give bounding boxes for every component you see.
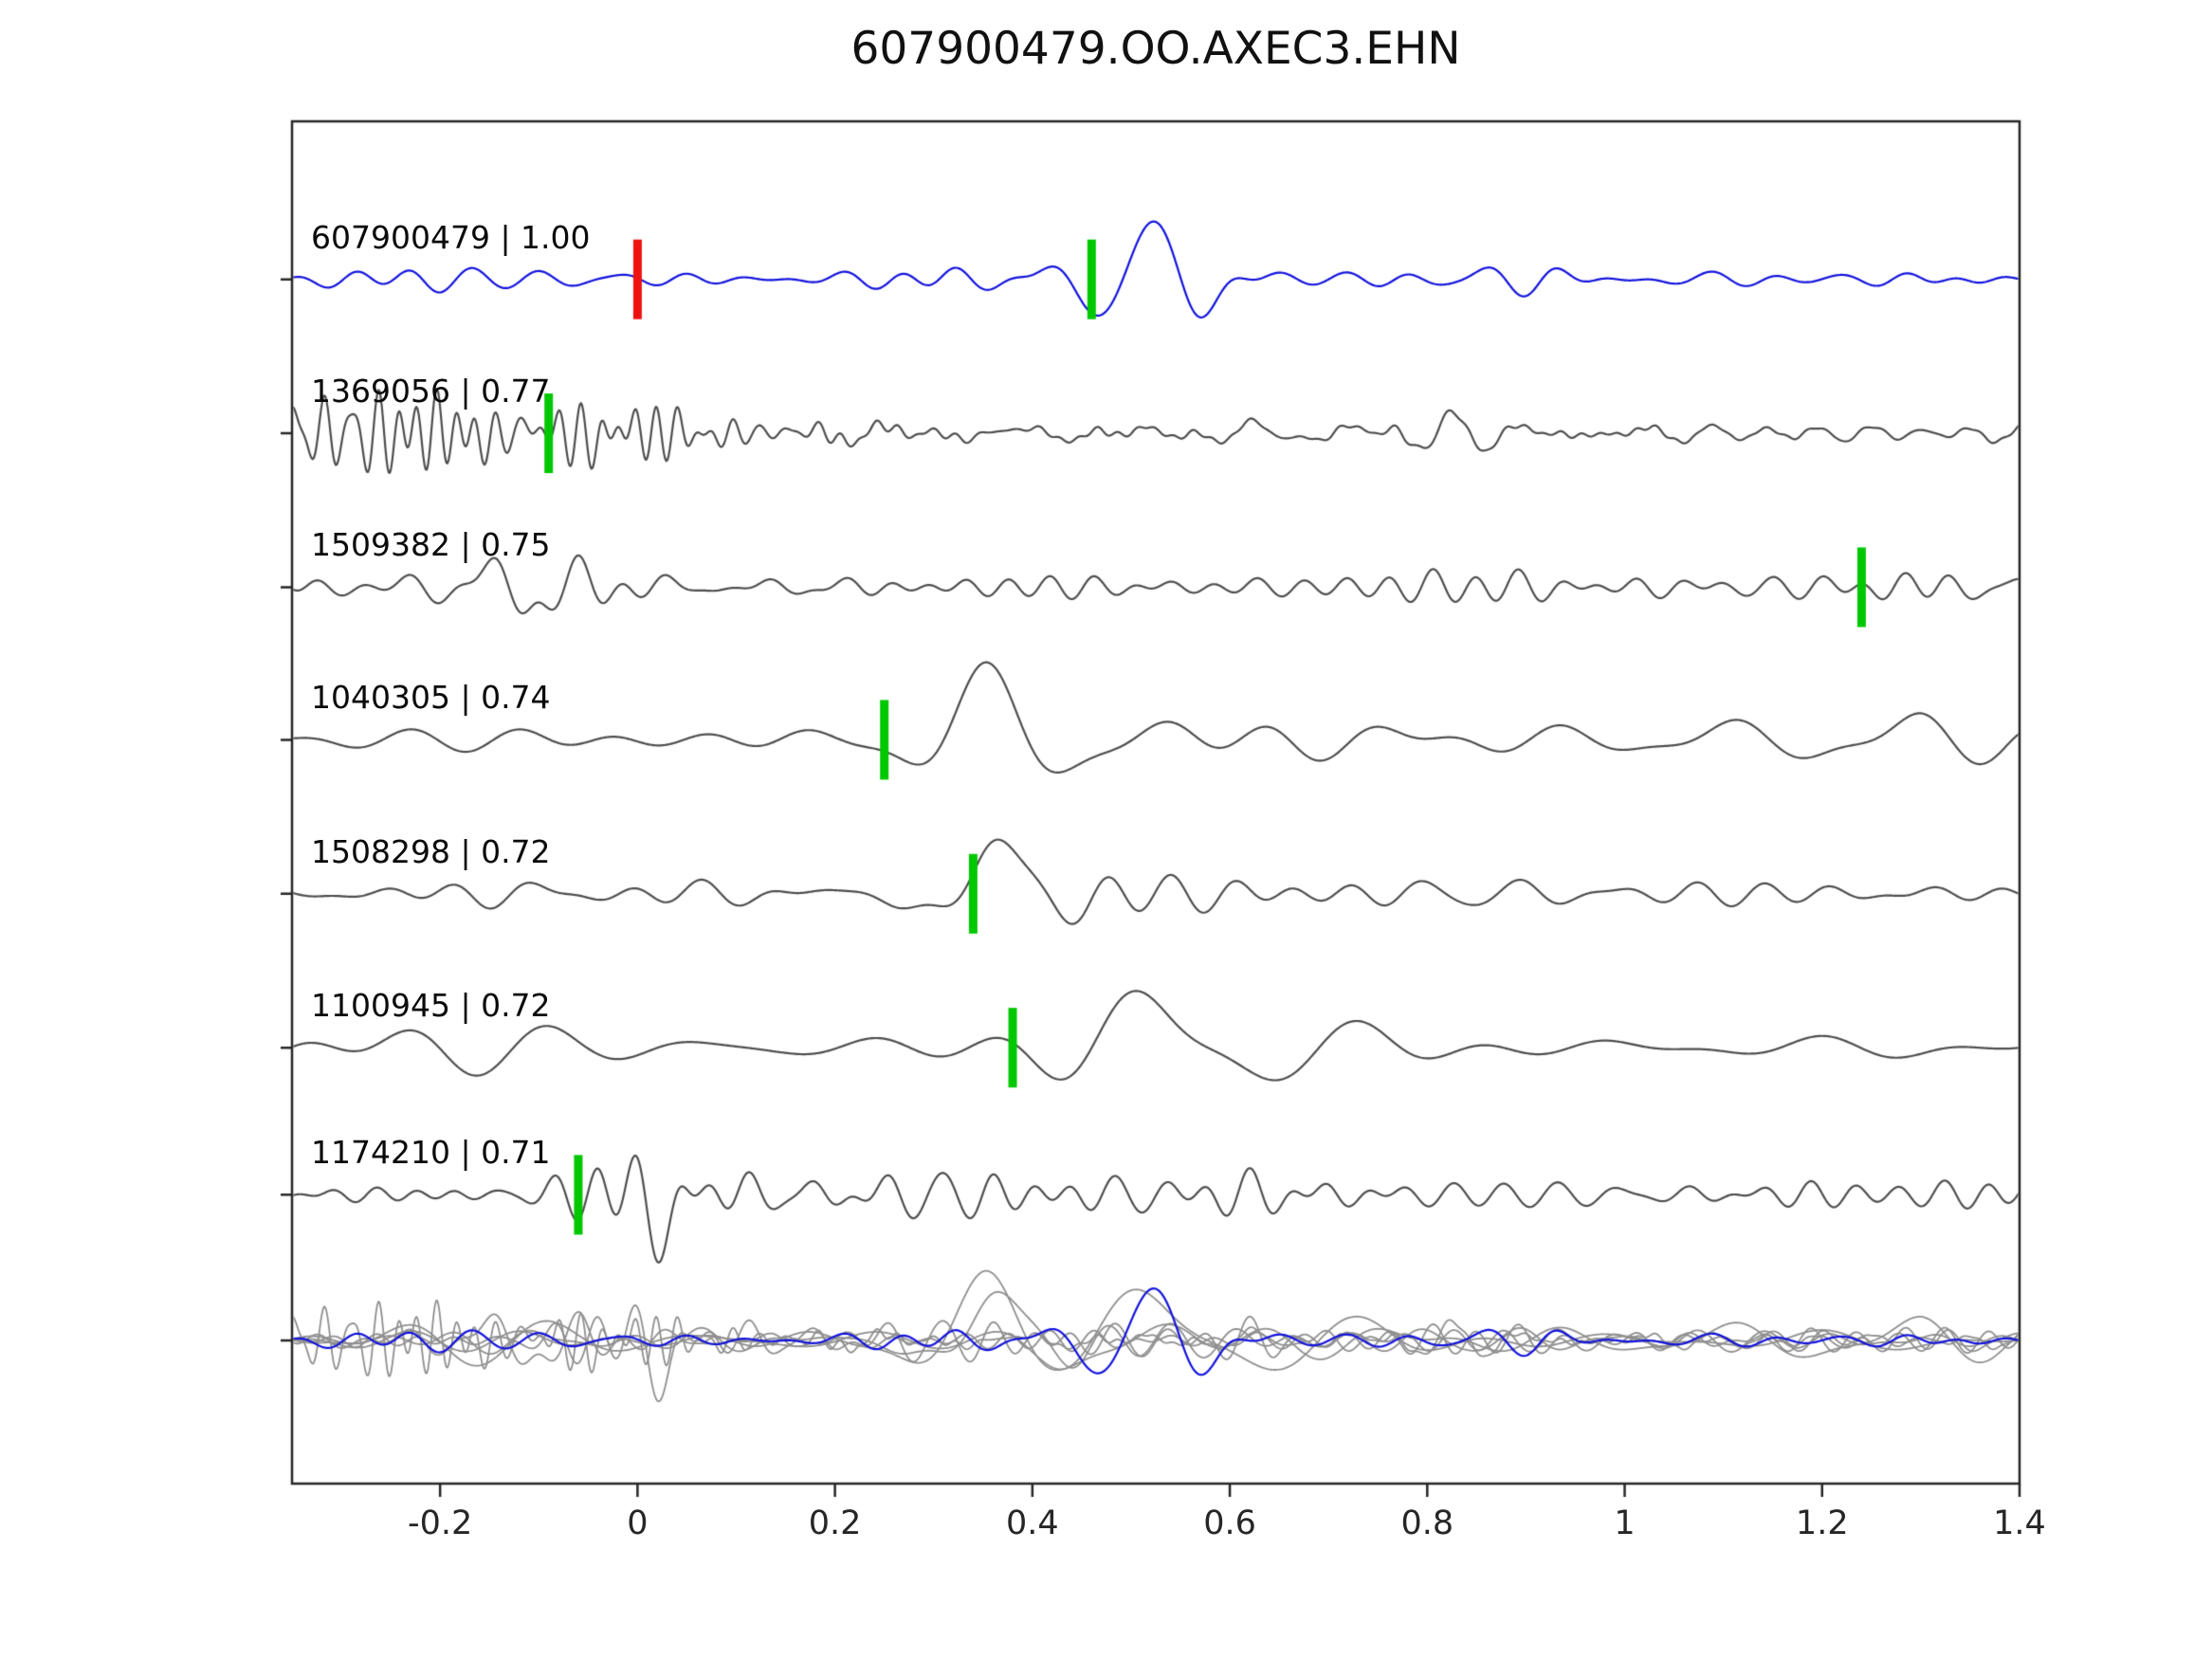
waveform-plot-canvas (0, 0, 2212, 1659)
waveform-figure: 607900479.OO.AXEC3.EHN 607900479 | 1.001… (0, 0, 2212, 1659)
